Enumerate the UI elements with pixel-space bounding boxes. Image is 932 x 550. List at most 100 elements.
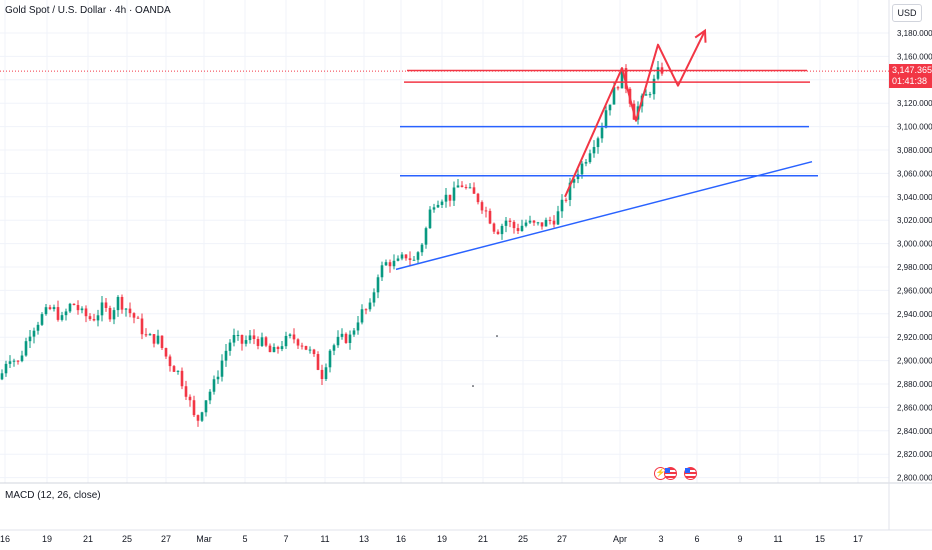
candle-body (80, 308, 84, 311)
candle-body (308, 349, 312, 351)
candle-body (496, 231, 500, 235)
candle-body (408, 258, 412, 261)
candle-body (508, 220, 512, 222)
candle-body (416, 252, 420, 260)
us-flag-event-icon[interactable] (684, 467, 697, 480)
candle-body (484, 210, 488, 212)
y-tick-label: 2,820.000 (897, 450, 932, 459)
candle-body (204, 400, 208, 413)
candle-body (384, 262, 388, 266)
x-tick-label: 27 (557, 534, 567, 544)
candle-body (236, 334, 240, 336)
x-tick-label: 11 (320, 534, 329, 544)
x-tick-label: 21 (478, 534, 488, 544)
candle-body (48, 307, 52, 310)
candle-body (616, 87, 620, 89)
price-projection-path[interactable] (564, 30, 706, 198)
candle-body (104, 302, 108, 308)
candle-body (324, 367, 328, 380)
candle-body (600, 127, 604, 139)
candle-body (444, 194, 448, 202)
candle-body (60, 315, 64, 320)
x-tick-label: 16 (0, 534, 10, 544)
candle-body (512, 221, 516, 229)
last-price-value: 3,147.365 (892, 65, 932, 75)
candle-body (544, 219, 548, 227)
candle-body (64, 311, 68, 316)
projection-arrowhead (694, 28, 707, 43)
candle-body (264, 337, 268, 346)
y-tick-label: 3,160.000 (897, 52, 932, 61)
candle-body (500, 225, 504, 235)
candle-body (220, 360, 224, 377)
candle-body (156, 335, 160, 344)
candle-body (228, 342, 232, 351)
lightning-event-icon[interactable]: ⚡ (654, 467, 667, 480)
y-tick-label: 3,100.000 (897, 123, 932, 132)
candle-body (160, 335, 164, 349)
y-tick-label: 3,040.000 (897, 193, 932, 202)
candle-body (316, 354, 320, 370)
x-tick-label: 6 (694, 534, 699, 544)
candle-body (232, 335, 236, 343)
y-tick-label: 3,080.000 (897, 146, 932, 155)
candle-body (248, 335, 252, 341)
candle-body (376, 277, 380, 293)
candle-body (172, 366, 176, 372)
candle-body (136, 317, 140, 319)
candle-body (644, 94, 648, 96)
candle-body (656, 67, 660, 79)
candle-body (552, 220, 556, 225)
candle-body (132, 313, 136, 318)
candle-body (32, 330, 36, 337)
currency-button[interactable]: USD (892, 4, 922, 22)
candle-body (448, 194, 452, 201)
candle-body (588, 153, 592, 163)
x-tick-label: 13 (359, 534, 369, 544)
candle-body (364, 309, 368, 311)
x-tick-label: 11 (773, 534, 782, 544)
marker-dot (496, 335, 498, 337)
candle-body (272, 347, 276, 353)
candle-body (608, 104, 612, 111)
candle-body (304, 345, 308, 350)
candle-body (492, 223, 496, 232)
candle-body (72, 303, 76, 306)
candle-body (536, 222, 540, 224)
candle-body (92, 319, 96, 321)
y-tick-label: 3,020.000 (897, 216, 932, 225)
candle-body (188, 396, 192, 401)
candle-body (176, 370, 180, 372)
x-tick-label: 19 (42, 534, 52, 544)
candle-body (572, 179, 576, 183)
candle-body (40, 314, 44, 325)
candle-body (68, 303, 72, 312)
candle-body (128, 308, 132, 314)
candle-body (240, 334, 244, 344)
candle-body (256, 339, 260, 346)
x-tick-label: 3 (658, 534, 663, 544)
candle-body (540, 222, 544, 227)
symbol-title[interactable]: Gold Spot / U.S. Dollar · 4h · OANDA (5, 5, 171, 16)
y-tick-label: 2,880.000 (897, 380, 932, 389)
candle-body (100, 302, 104, 316)
candle-body (336, 336, 340, 346)
macd-indicator-label[interactable]: MACD (12, 26, close) (5, 490, 101, 501)
candle-body (452, 187, 456, 201)
candle-body (56, 307, 60, 320)
ascending-trendline[interactable] (395, 160, 813, 271)
candle-body (148, 334, 152, 336)
x-tick-label: 21 (83, 534, 93, 544)
candle-body (524, 222, 528, 226)
candle-body (380, 265, 384, 278)
candle-body (388, 262, 392, 267)
candle-body (652, 78, 656, 95)
candle-body (468, 187, 472, 189)
y-tick-label: 2,920.000 (897, 333, 932, 342)
us-flag-event-icon[interactable] (664, 467, 677, 480)
candle-body (372, 292, 376, 303)
marker-dot (472, 385, 474, 387)
candle-body (4, 363, 8, 374)
candle-body (612, 87, 616, 105)
